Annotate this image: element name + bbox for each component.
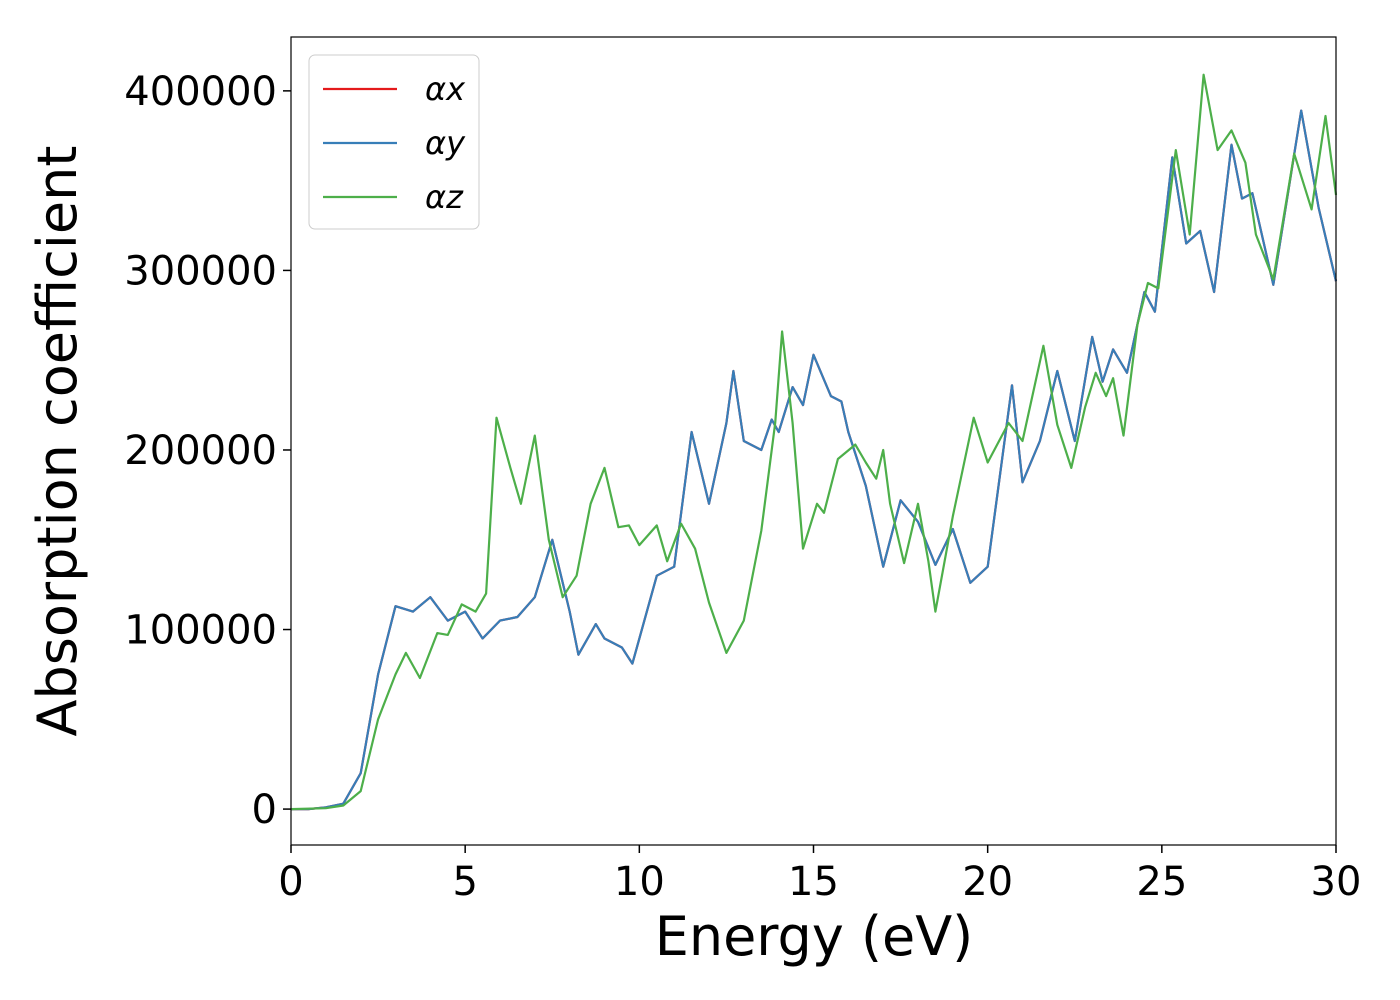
legend: αx αy αz <box>308 54 480 230</box>
y-tick-label: 400000 <box>124 69 277 115</box>
x-tick-label: 10 <box>614 859 665 905</box>
series-line <box>291 109 1338 811</box>
y-tick-label: 100000 <box>124 608 277 654</box>
series-line <box>290 73 1338 811</box>
legend-label: αy <box>425 124 466 162</box>
x-axis-label: Energy (eV) <box>655 905 974 968</box>
x-tick-label: 30 <box>1311 859 1362 905</box>
y-tick-label: 200000 <box>124 428 277 474</box>
plot-frame <box>290 36 1337 846</box>
x-tick-label: 0 <box>278 859 303 905</box>
legend-label: αx <box>425 70 466 108</box>
legend-label: αz <box>425 178 464 216</box>
y-tick-label: 0 <box>252 787 277 833</box>
y-axis-label: Absorption coefficient <box>26 146 89 737</box>
x-tick-label: 20 <box>962 859 1013 905</box>
x-tick-label: 25 <box>1136 859 1187 905</box>
x-tick-label: 15 <box>788 859 839 905</box>
x-tick-label: 5 <box>452 859 477 905</box>
y-tick-label: 300000 <box>124 248 277 294</box>
